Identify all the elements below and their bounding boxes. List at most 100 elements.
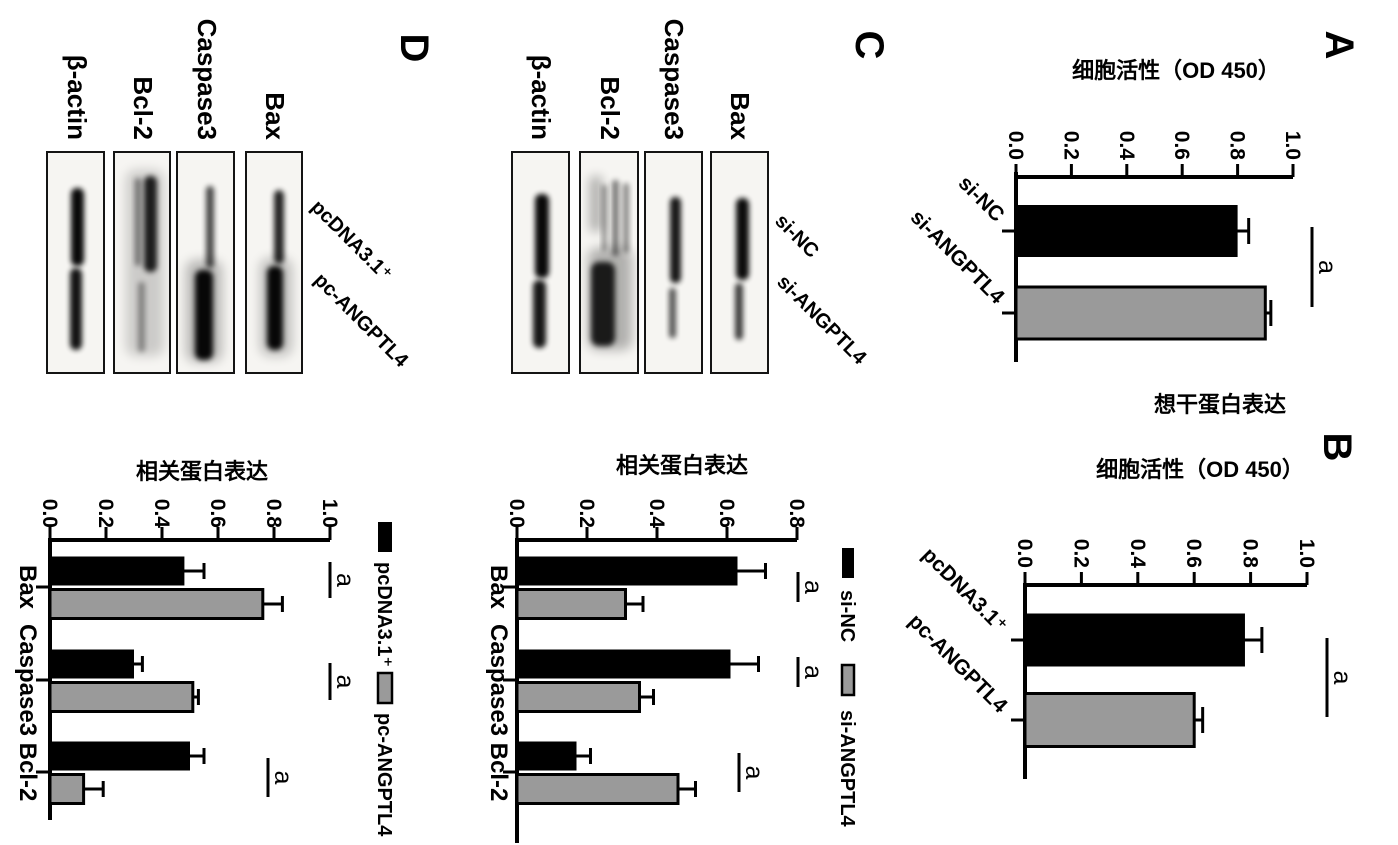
panel-B-extra-label: 想干蛋白表达 [1154,392,1286,417]
blot-protein-label: Caspase3 [192,19,222,140]
blot-protein-label: Bax [260,92,290,140]
bar-pcDNA3.1⁺ [1025,613,1245,667]
legend-label: si-ANGPTL4 [836,710,858,828]
blot-protein-label: Bcl-2 [595,76,625,140]
panel-label-D: D [392,34,436,63]
blot-band [144,176,157,272]
y-tick-label: 1.0 [318,499,341,528]
panel-D-bar-chart: 0.0 0.2 0.4 0.6 0.8 1.0 Bax Caspase3 Bcl-2 a a a [14,499,359,820]
blot-band [195,270,213,360]
y-tick-label: 0.8 [1226,131,1249,161]
y-tick-label: 1.0 [1281,131,1304,160]
y-tick-label: 0.4 [1126,539,1149,569]
blot-band [274,190,284,264]
bar-pcDNA3.1⁺-Bax [50,556,185,586]
blot-protein-label: Bcl-2 [128,76,158,140]
significance-label: a [740,766,768,780]
category-label: Caspase3 [485,624,512,736]
blot-protein-label: β-actin [526,55,556,140]
panel-A-y-axis-label: 细胞活性（OD 450） [1072,58,1280,83]
bar-pc-ANGPTL4-Bcl-2 [48,773,86,805]
blot-band [670,197,681,283]
y-tick-label: 0.6 [1182,539,1205,568]
blot-band [669,288,676,338]
significance-label: a [331,675,359,689]
legend-swatch-gray [376,671,394,705]
significance-label: a [1328,671,1356,685]
category-label: Bcl-2 [14,743,41,802]
bar-si-NC-Bax [517,556,738,586]
legend-label: si-NC [836,590,858,642]
y-tick-label: 0.0 [505,499,528,528]
bar-pc-ANGPTL4 [1023,692,1196,748]
blot-lane-label: pcDNA3.1⁺ [306,196,396,286]
category-label: Bax [14,565,41,610]
blot-band [736,198,749,280]
blot-lane-label: pc-ANGPTL4 [309,269,412,372]
significance-label: a [269,771,297,785]
significance-label: a [799,580,827,594]
y-tick-label: 0.8 [262,499,285,529]
bar-pc-ANGPTL4-Bax [48,588,265,620]
panel-D: D pcDNA3.1⁺ pc-ANGPTL4 Bax Caspase3 Bcl-… [14,19,436,838]
bar-si-NC-Bcl-2 [517,741,577,771]
panel-C-bar-chart: 0.0 0.2 0.4 0.6 0.8 Bax Caspase3 Bcl-2 a a a [485,499,827,843]
y-tick-label: 0.0 [38,499,61,528]
category-label: si-NC [954,171,1009,226]
bar-si-ANGPTL4-Bax [515,588,627,620]
panel-C-western-blots: si-NC si-ANGPTL4 Bax Caspase3 Bcl-2 β-ac… [511,19,871,374]
y-tick-label: 0.8 [1239,539,1262,569]
blot-band [135,178,141,266]
y-tick-label: 0.6 [206,499,229,528]
blot-lane-label: si-ANGPTL4 [772,271,871,370]
blot-band [71,188,84,266]
panel-C-legend: si-NC si-ANGPTL4 [836,548,858,828]
y-tick-label: 0.8 [785,499,808,529]
y-tick-label: 0.4 [150,499,173,529]
blot-band [623,183,629,253]
y-tick-label: 0.0 [1013,539,1036,568]
blot-band [535,194,549,278]
y-tick-label: 0.2 [1059,131,1082,160]
panel-label-B: B [1315,433,1359,462]
panel-C: C si-NC si-ANGPTL4 Bax Caspase3 Bcl-2 β-… [485,19,891,843]
panel-A: A 细胞活性（OD 450） 0.0 0.2 0.4 0.6 0.8 1.0si-NCsi… [906,31,1361,362]
panel-C-y-axis-label: 相关蛋白表达 [616,453,748,478]
blot-band [267,266,283,350]
bar-si-ANGPTL4 [1014,285,1267,341]
panel-B: B 想干蛋白表达 细胞活性（OD 450） 0.0 0.2 0.4 0.6 0.8 1.0… [904,392,1359,779]
panel-D-legend: pcDNA3.1⁺ pc-ANGPTL4 [373,522,395,837]
y-tick-label: 0.4 [1115,131,1138,161]
legend-swatch-gray [840,663,856,697]
bar-pcDNA3.1⁺-Caspase3 [50,649,134,679]
category-label: Caspase3 [14,624,41,736]
y-tick-label: 0.4 [645,499,668,529]
bar-pcDNA3.1⁺-Bcl-2 [50,741,190,771]
blot-protein-label: Caspase3 [659,19,689,140]
panel-label-C: C [847,31,891,60]
legend-label: pcDNA3.1⁺ [373,562,395,667]
blot-band [590,176,602,232]
bar-si-NC-Caspase3 [517,649,731,679]
y-tick-label: 0.0 [1004,131,1027,160]
legend-swatch-black [378,522,392,552]
y-tick-label: 0.2 [94,499,117,528]
category-label: Bcl-2 [485,743,512,802]
y-tick-label: 0.6 [715,499,738,528]
bar-si-ANGPTL4-Caspase3 [515,681,641,713]
panel-B-y-axis-label: 细胞活性（OD 450） [1096,457,1304,482]
blot-band [206,186,214,268]
blot-band [533,280,546,348]
y-tick-label: 0.2 [575,499,598,528]
significance-label: a [799,665,827,679]
blot-protein-label: Bax [725,92,755,140]
panel-D-western-blots: pcDNA3.1⁺ pc-ANGPTL4 Bax Caspase3 Bcl-2 … [46,19,413,374]
blot-band [591,262,615,346]
panel-D-y-axis-label: 相关蛋白表达 [136,459,268,484]
blot-band [138,282,145,352]
category-label: Bax [485,565,512,610]
blot-lane-label: si-NC [770,210,822,262]
